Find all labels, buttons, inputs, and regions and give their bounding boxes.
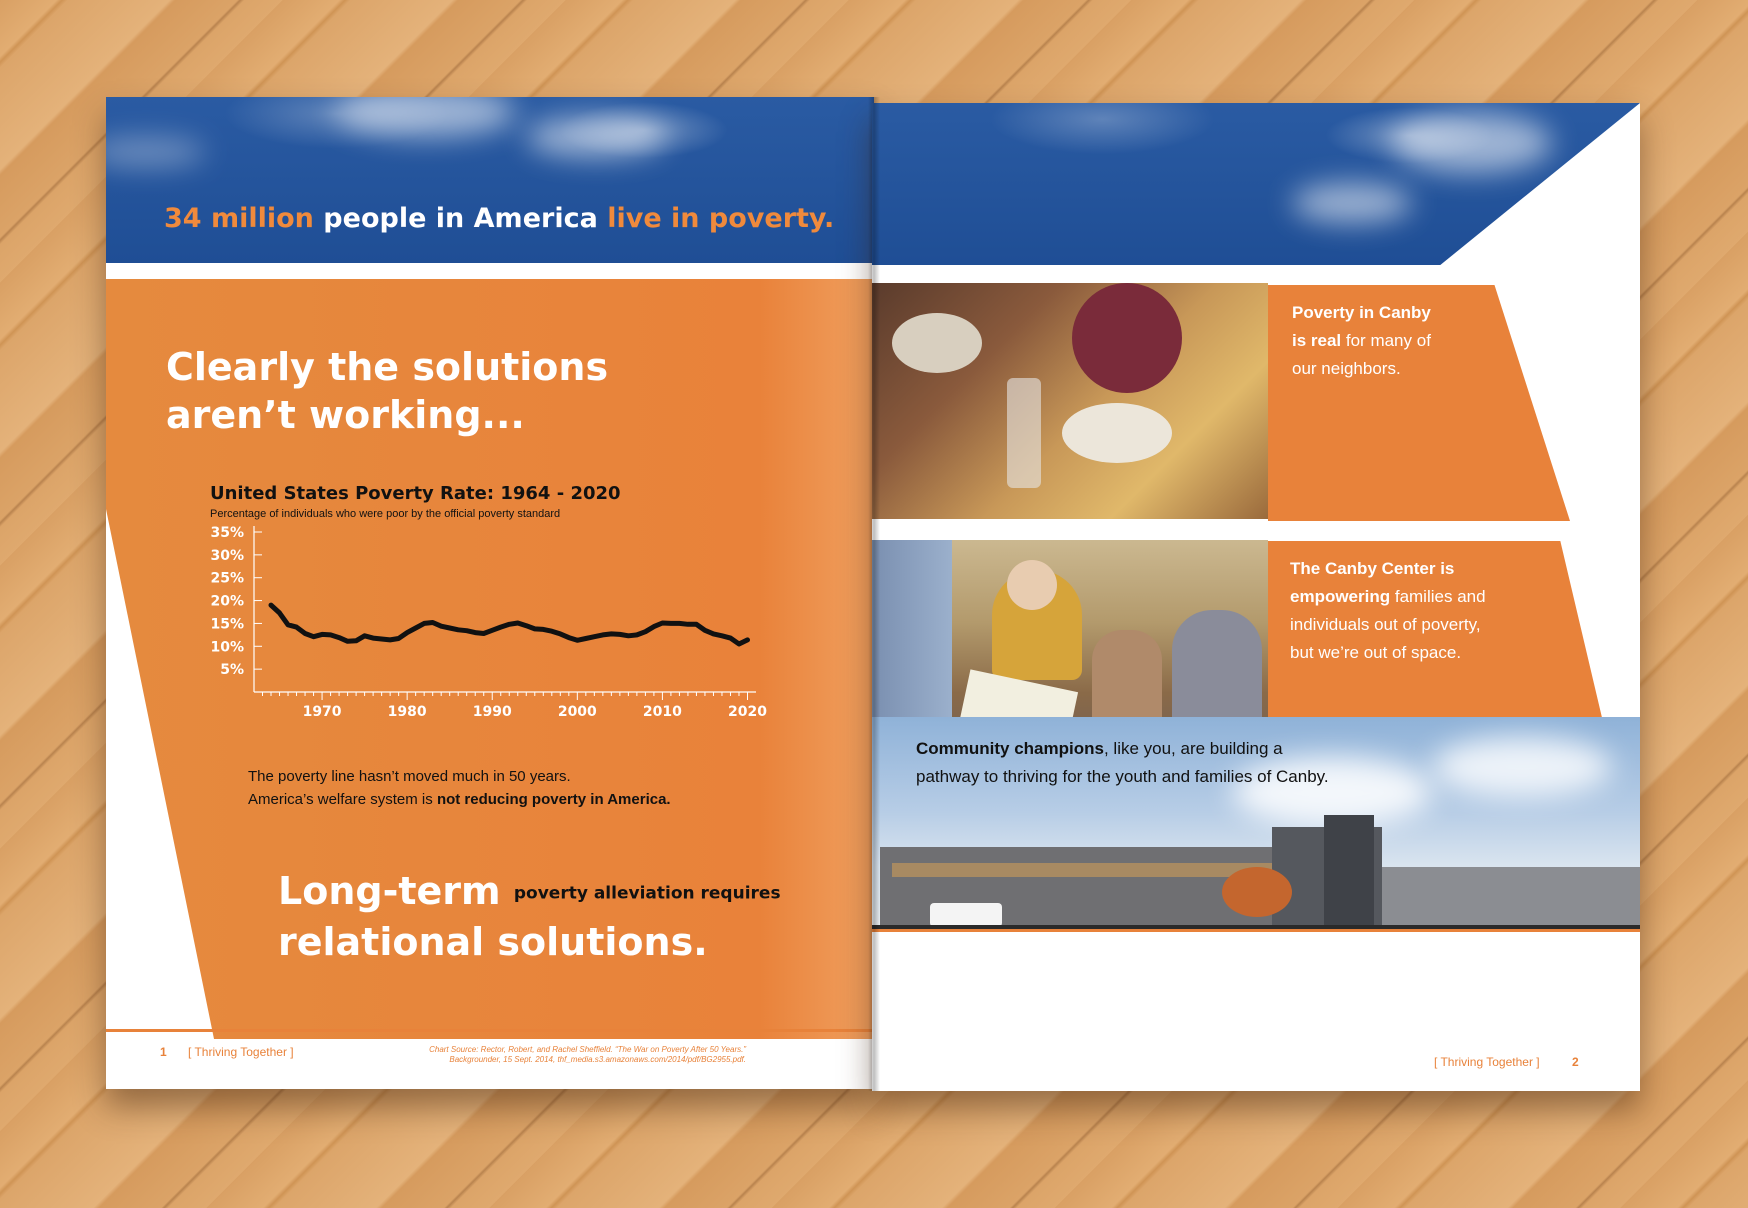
long-term-statement: Long-term poverty alleviation requires r… — [278, 867, 781, 966]
source-line-2: Backgrounder, 15 Sept. 2014, thf_media.s… — [449, 1055, 746, 1064]
x-tick-label: 1980 — [388, 704, 427, 720]
footer-label-right: [ Thriving Together ] — [1434, 1055, 1540, 1069]
long-term-big: Long-term — [278, 869, 514, 913]
y-tick-label: 25% — [210, 571, 244, 587]
x-tick-label: 1990 — [473, 704, 512, 720]
title-line-2: aren’t working... — [166, 393, 525, 437]
poverty-rate-line — [268, 602, 750, 647]
page-number-left: 1 — [160, 1045, 167, 1059]
title-line-1: Clearly the solutions — [166, 345, 609, 389]
panel1-line-2: for many of — [1341, 331, 1431, 350]
spine-shadow — [868, 97, 880, 1091]
community-bold: Community champions — [916, 739, 1104, 758]
caption-line-2-start: America’s welfare system is — [248, 791, 437, 808]
headline-number: 34 million — [164, 203, 314, 234]
caption-line-1: The poverty line hasn’t moved much in 50… — [248, 768, 571, 785]
panel-poverty-real-text: Poverty in Canby is real for many of our… — [1292, 299, 1431, 383]
x-tick-label: 2020 — [728, 704, 767, 720]
footer-rule-left — [106, 1029, 874, 1032]
headline: 34 million people in America live in pov… — [164, 203, 834, 234]
panel1-line-3: our neighbors. — [1292, 359, 1401, 378]
right-page: Poverty in Canby is real for many of our… — [872, 103, 1640, 1091]
poverty-rate-chart: 35% 30% 25% 20% 15% 10% 5% 1970 1980 1990 2000 2010… — [210, 525, 767, 720]
y-tick-label: 15% — [210, 616, 244, 632]
caption-line-2: America’s welfare system is not reducing… — [248, 788, 671, 811]
left-page: 34 million people in America live in pov… — [106, 97, 874, 1089]
chart-source: Chart Source: Rector, Robert, and Rachel… — [406, 1045, 746, 1065]
community-line-1: , like you, are building a — [1103, 739, 1283, 758]
panel2-line-1: The Canby Center is — [1290, 559, 1455, 578]
panel2-line-2: families and — [1390, 587, 1486, 606]
chart-subtitle: Percentage of individuals who were poor … — [210, 508, 561, 520]
panel-canby-center-text: The Canby Center is empowering families … — [1290, 555, 1486, 667]
chart-caption: The poverty line hasn’t moved much in 50… — [248, 765, 671, 811]
panel2-bold: empowering — [1290, 587, 1391, 606]
long-term-line-2: relational solutions. — [278, 919, 708, 964]
community-line-2: pathway to thriving for the youth and fa… — [916, 767, 1329, 786]
headline-end: live in poverty. — [607, 203, 835, 234]
panel1-line-1: Poverty in Canby — [1292, 303, 1431, 322]
sky-banner-right — [872, 103, 1640, 265]
caption-line-2-bold: not reducing poverty in America. — [436, 791, 671, 808]
x-tick-label: 1970 — [303, 704, 342, 720]
page-number-right: 2 — [1572, 1055, 1579, 1069]
page-title: Clearly the solutions aren’t working... — [166, 343, 608, 439]
sky-banner-left — [106, 97, 874, 263]
long-term-small: poverty alleviation requires — [513, 883, 781, 904]
y-tick-label: 10% — [210, 639, 244, 655]
chart-title: United States Poverty Rate: 1964 - 2020 — [210, 483, 621, 504]
community-text: Community champions, like you, are build… — [916, 735, 1329, 791]
panel2-line-4: but we’re out of space. — [1290, 643, 1462, 662]
headline-middle: people in America — [313, 203, 608, 234]
x-tick-label: 2010 — [643, 704, 682, 720]
y-tick-label: 20% — [210, 594, 244, 610]
photo-building-rendering — [872, 717, 1640, 929]
footer-label-left: [ Thriving Together ] — [188, 1045, 294, 1059]
y-tick-label: 5% — [220, 662, 244, 678]
photo-family-meal — [872, 283, 1268, 519]
orange-panel-left — [106, 279, 874, 1039]
footer-rule-right — [872, 929, 1640, 932]
y-tick-label: 35% — [210, 525, 244, 541]
panel2-line-3: individuals out of poverty, — [1290, 615, 1481, 634]
y-tick-label: 30% — [210, 548, 244, 564]
panel1-bold: is real — [1292, 331, 1342, 350]
x-tick-label: 2000 — [558, 704, 597, 720]
source-line-1: Chart Source: Rector, Robert, and Rachel… — [429, 1045, 746, 1054]
